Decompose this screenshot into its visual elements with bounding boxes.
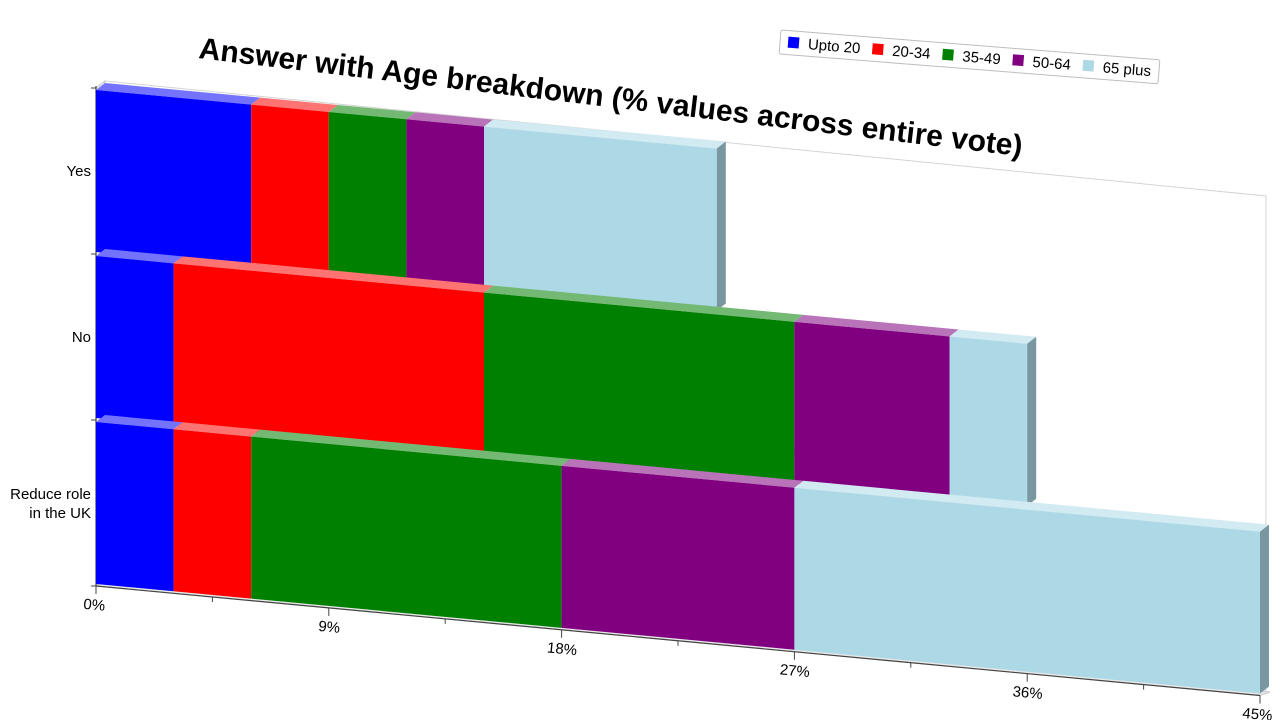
bar-yes-50-64	[406, 119, 484, 289]
x-tick-label: 9%	[318, 618, 341, 637]
legend-swatch	[1082, 59, 1095, 72]
bar-no-20-34-top	[173, 256, 493, 293]
legend-swatch	[871, 43, 884, 56]
x-tick-label: 27%	[779, 661, 810, 681]
legend-label: Upto 20	[807, 36, 861, 57]
bar-yes-20-34-top	[251, 97, 338, 112]
bar-reduce-role-in-the-uk-35-49-top	[251, 429, 571, 466]
bar-reduce-role-in-the-uk-65-plus-top	[794, 480, 1269, 532]
legend-label: 20-34	[892, 43, 932, 63]
bar-yes-upto-20-top	[96, 83, 261, 105]
category-label: Yes	[67, 163, 91, 180]
x-tick-label: 18%	[546, 639, 577, 659]
x-tick-label: 45%	[1242, 705, 1273, 720]
bar-reduce-role-in-the-uk-20-34	[173, 429, 252, 599]
bar-no-35-49-top	[484, 285, 804, 322]
legend-box: Upto 20 20-34 35-49 50-64 65 plus	[778, 29, 1161, 85]
bar-no-35-49	[484, 292, 795, 484]
legend-label: 35-49	[962, 48, 1002, 68]
bar-yes-65-plus-end	[716, 141, 726, 311]
bar-no-20-34	[173, 263, 484, 455]
category-label: Reduce role in the UK	[10, 486, 91, 522]
bar-reduce-role-in-the-uk-35-49	[251, 436, 562, 628]
bar-reduce-role-in-the-uk-65-plus	[794, 487, 1260, 694]
bar-yes-upto-20	[96, 90, 252, 267]
bar-no-65-plus-top	[949, 329, 1037, 344]
bar-yes-20-34	[251, 104, 329, 274]
bar-reduce-role-in-the-uk-upto-20-top	[96, 415, 183, 430]
category-label: No	[72, 329, 91, 346]
bar-reduce-role-in-the-uk-upto-20	[96, 422, 174, 592]
legend: Upto 20 20-34 35-49 50-64 65 plus	[778, 29, 1161, 85]
legend-swatch	[787, 36, 800, 49]
bar-no-upto-20	[96, 256, 174, 426]
bar-reduce-role-in-the-uk-65-plus-end	[1260, 524, 1269, 694]
bar-yes-50-64-top	[406, 112, 493, 127]
bar-no-50-64	[794, 321, 950, 499]
bar-reduce-role-in-the-uk-20-34-top	[173, 422, 261, 437]
bar-reduce-role-in-the-uk-50-64	[561, 465, 795, 650]
bar-no-65-plus	[949, 336, 1028, 506]
bar-yes-65-plus-top	[484, 119, 726, 149]
legend-swatch	[942, 48, 954, 61]
legend-swatch	[1012, 54, 1025, 67]
bar-no-50-64-top	[794, 314, 959, 337]
bar-no-upto-20-top	[96, 249, 183, 264]
bars	[96, 83, 1269, 694]
bar-reduce-role-in-the-uk-50-64-top	[561, 458, 804, 488]
legend-label: 65 plus	[1102, 59, 1152, 80]
labels: 0% 9% 18% 27% 36% 45% Yes No Reduce role in the U…	[10, 163, 1273, 720]
bar-no-65-plus-end	[1027, 336, 1037, 506]
x-tick-label: 0%	[83, 596, 106, 615]
bar-yes-35-49	[328, 111, 407, 282]
bar-yes-65-plus	[484, 126, 717, 311]
x-tick-label: 36%	[1012, 683, 1043, 703]
bar-yes-35-49-top	[328, 104, 416, 120]
legend-label: 50-64	[1032, 54, 1072, 74]
